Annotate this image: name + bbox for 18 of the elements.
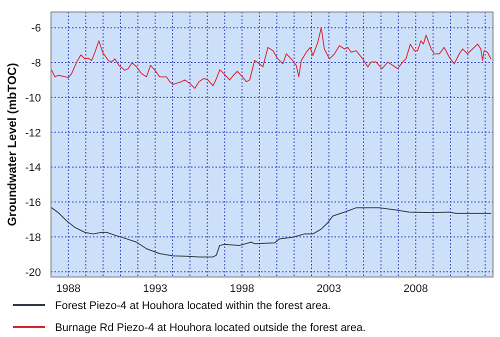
line-series bbox=[51, 27, 492, 89]
x-tick-label: 1988 bbox=[56, 283, 81, 295]
x-tick-label: 1993 bbox=[142, 283, 168, 295]
line-series bbox=[51, 207, 492, 258]
y-tick-label: -14 bbox=[25, 162, 41, 174]
y-axis-title: Groundwater Level (mbTOC) bbox=[5, 62, 19, 226]
legend-label: Forest Piezo-4 at Houhora located within the forest area. bbox=[55, 300, 331, 312]
y-tick-label: -8 bbox=[31, 58, 41, 70]
y-tick-label: -16 bbox=[25, 197, 41, 210]
x-tick-label: 1998 bbox=[230, 283, 254, 295]
y-tick-label: -18 bbox=[25, 232, 41, 244]
y-tick-label: -12 bbox=[25, 127, 41, 140]
y-tick-label: -10 bbox=[25, 92, 41, 104]
x-tick-label: 2008 bbox=[403, 283, 428, 295]
y-tick-label: -6 bbox=[31, 22, 41, 35]
y-tick-label: -20 bbox=[25, 266, 41, 279]
x-tick-label: 2003 bbox=[316, 283, 342, 295]
legend-label: Burnage Rd Piezo-4 at Houhora located outside the forest area. bbox=[55, 322, 366, 334]
